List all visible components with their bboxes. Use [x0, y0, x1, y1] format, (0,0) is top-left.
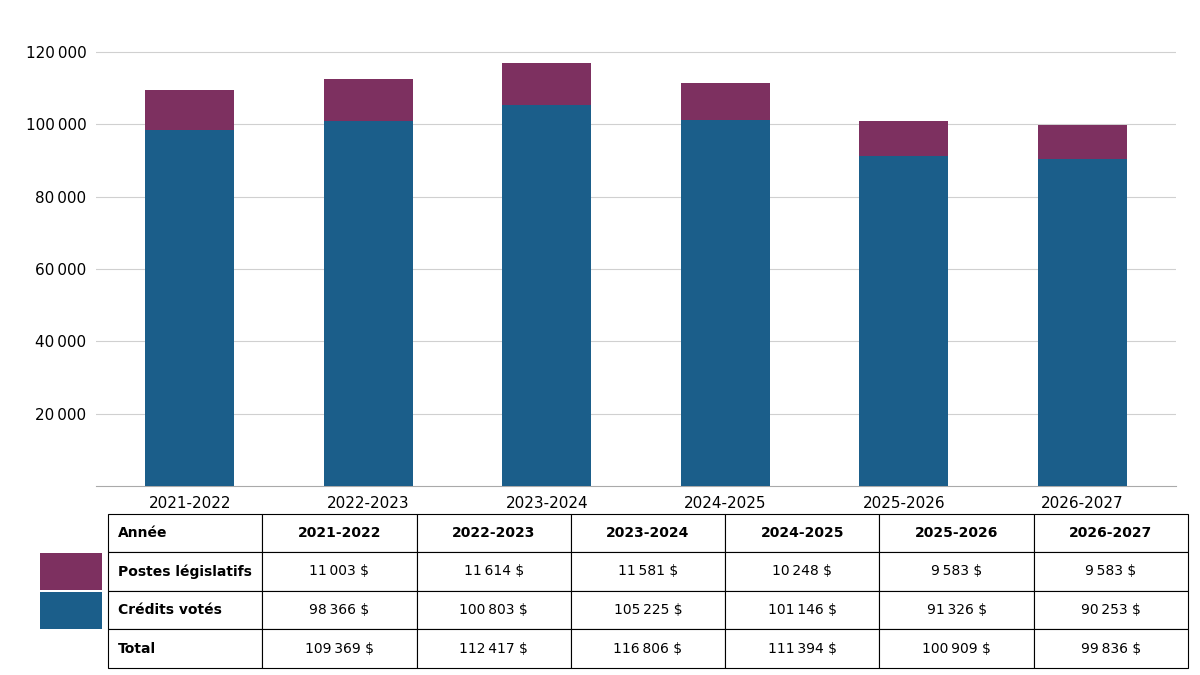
Bar — [725, 629, 880, 668]
Text: 99 836 $: 99 836 $ — [1081, 642, 1141, 655]
Text: Postes législatifs: Postes législatifs — [118, 564, 252, 578]
Bar — [324, 79, 413, 122]
Text: 105 225 $: 105 225 $ — [613, 603, 683, 617]
Bar — [680, 120, 770, 486]
Text: 100 803 $: 100 803 $ — [460, 603, 528, 617]
Legend: Crédits votés, Postes législatifs: Crédits votés, Postes législatifs — [479, 545, 793, 562]
Text: 91 326 $: 91 326 $ — [926, 603, 986, 617]
Bar — [502, 105, 592, 486]
Bar — [1038, 159, 1127, 486]
Text: 90 253 $: 90 253 $ — [1081, 603, 1141, 617]
Bar — [40, 553, 102, 590]
Bar — [725, 514, 880, 552]
Text: 10 248 $: 10 248 $ — [773, 564, 833, 578]
Bar — [1033, 591, 1188, 629]
Text: 2023-2024: 2023-2024 — [606, 526, 690, 540]
Bar — [859, 121, 948, 155]
Bar — [263, 514, 416, 552]
Bar — [880, 629, 1033, 668]
Text: 11 581 $: 11 581 $ — [618, 564, 678, 578]
Text: 98 366 $: 98 366 $ — [310, 603, 370, 617]
Text: 2026-2027: 2026-2027 — [1069, 526, 1152, 540]
Bar — [725, 552, 880, 591]
Bar — [1033, 629, 1188, 668]
Text: 101 146 $: 101 146 $ — [768, 603, 836, 617]
Bar — [1033, 514, 1188, 552]
Text: 9 583 $: 9 583 $ — [931, 564, 982, 578]
Bar — [108, 514, 263, 552]
Bar — [680, 83, 770, 120]
Text: 116 806 $: 116 806 $ — [613, 642, 683, 655]
Bar — [571, 629, 725, 668]
Text: 112 417 $: 112 417 $ — [460, 642, 528, 655]
Bar — [416, 591, 571, 629]
Bar — [108, 629, 263, 668]
Text: 100 909 $: 100 909 $ — [922, 642, 991, 655]
Bar — [416, 629, 571, 668]
Bar — [40, 591, 102, 628]
Text: 2025-2026: 2025-2026 — [914, 526, 998, 540]
Bar — [416, 514, 571, 552]
Bar — [880, 514, 1033, 552]
Bar — [1038, 125, 1127, 159]
Text: 2024-2025: 2024-2025 — [761, 526, 844, 540]
Bar — [108, 591, 263, 629]
Text: Total: Total — [118, 642, 156, 655]
Text: 9 583 $: 9 583 $ — [1085, 564, 1136, 578]
Text: 11 614 $: 11 614 $ — [463, 564, 524, 578]
Text: 2022-2023: 2022-2023 — [452, 526, 535, 540]
Bar — [880, 552, 1033, 591]
Bar — [859, 155, 948, 486]
Bar — [145, 130, 234, 486]
Bar — [145, 90, 234, 130]
Bar — [880, 591, 1033, 629]
Text: 2021-2022: 2021-2022 — [298, 526, 382, 540]
Bar — [263, 591, 416, 629]
Bar — [263, 552, 416, 591]
Text: Année: Année — [118, 526, 167, 540]
Bar — [1033, 552, 1188, 591]
Bar — [263, 629, 416, 668]
Bar — [324, 122, 413, 486]
Text: Crédits votés: Crédits votés — [118, 603, 222, 617]
Text: 11 003 $: 11 003 $ — [310, 564, 370, 578]
Bar — [571, 514, 725, 552]
Bar — [416, 552, 571, 591]
Bar — [571, 552, 725, 591]
Text: 111 394 $: 111 394 $ — [768, 642, 836, 655]
Bar — [725, 591, 880, 629]
Bar — [502, 63, 592, 105]
Bar — [108, 552, 263, 591]
Bar — [571, 591, 725, 629]
Text: 109 369 $: 109 369 $ — [305, 642, 374, 655]
